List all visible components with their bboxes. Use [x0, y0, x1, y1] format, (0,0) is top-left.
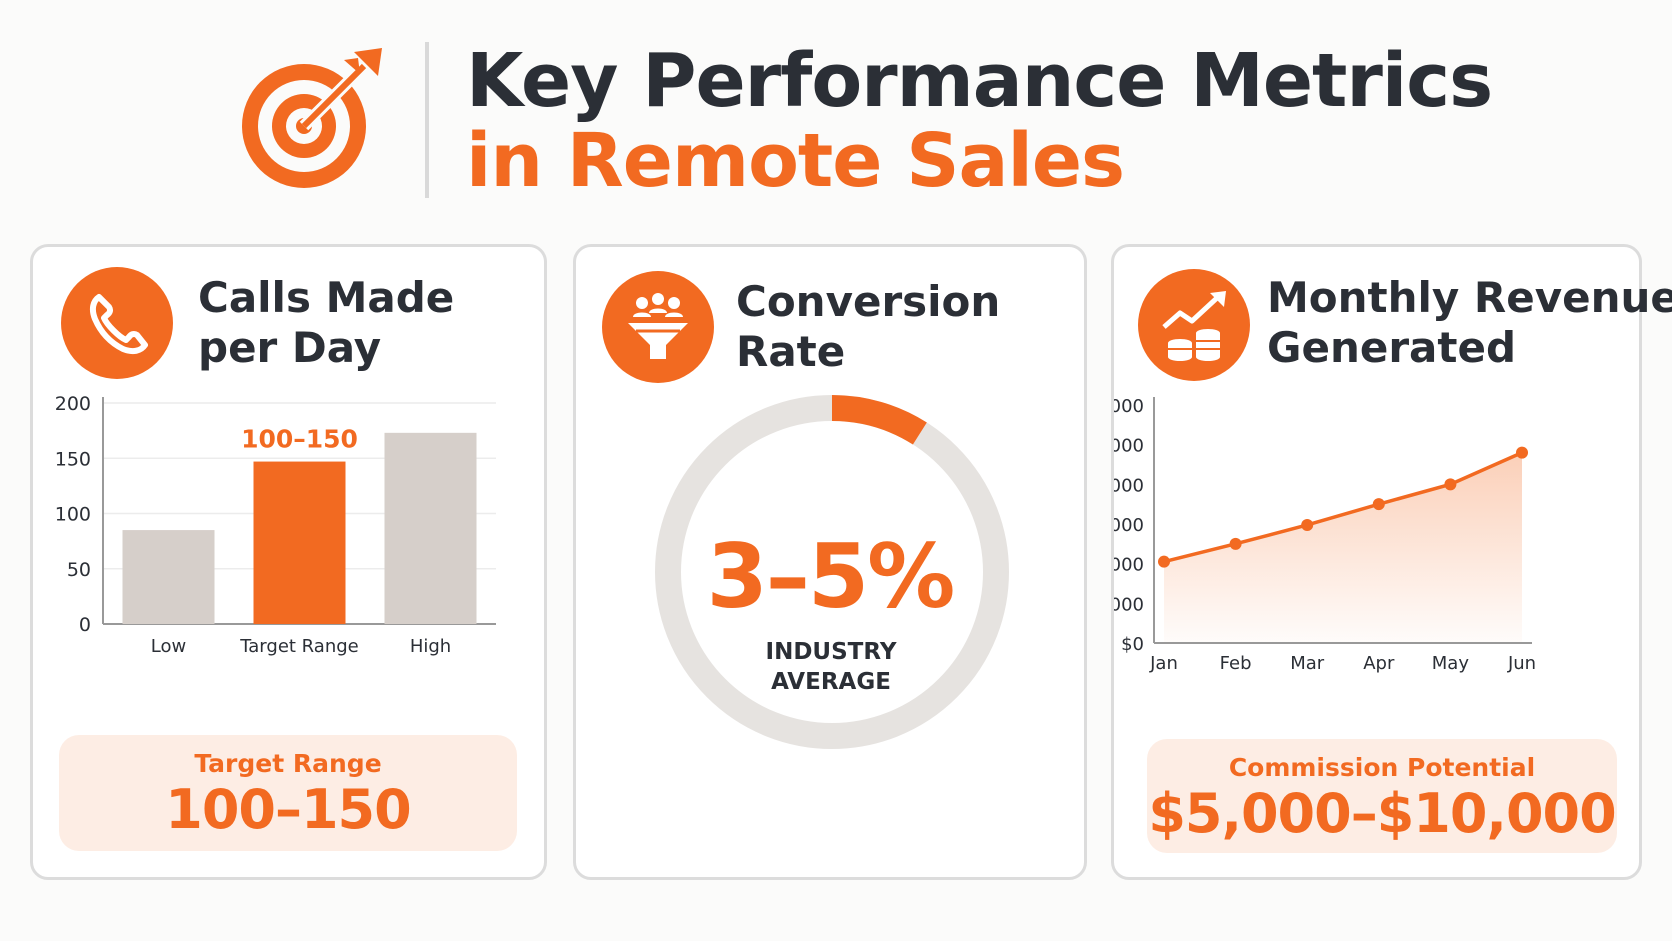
x-tick-label: Target Range	[239, 636, 358, 657]
revenue-footer-value: $5,000–$10,000	[1148, 782, 1616, 845]
bar-target-range	[253, 461, 346, 624]
revenue-footer: Commission Potential $5,000–$10,000	[1147, 739, 1617, 853]
revenue-title-line1: Monthly Revenue	[1267, 273, 1672, 322]
bar-high	[384, 432, 477, 624]
target-arrow-icon	[242, 48, 382, 188]
x-tick-label: Mar	[1290, 653, 1325, 674]
point-jan	[1158, 555, 1170, 568]
point-mar	[1301, 518, 1314, 531]
y-tick-label: $4,000	[1114, 555, 1144, 576]
y-tick-label: $6,000	[1114, 515, 1144, 536]
x-tick-label: Jun	[1507, 653, 1536, 674]
funnel-people-icon	[602, 271, 714, 383]
calls-card-title: Calls Made per Day	[198, 273, 454, 373]
revenue-card: Monthly Revenue Generated $0 $2,000 $4,000…	[1111, 244, 1672, 880]
phone-icon	[61, 267, 173, 379]
conversion-title-line2: Rate	[736, 327, 846, 376]
y-tick-label: 50	[67, 559, 91, 581]
point-jun	[1516, 446, 1528, 459]
calls-title-line2: per Day	[198, 323, 382, 372]
y-tick-label: $12,000	[1114, 396, 1144, 417]
y-tick-label: 100	[55, 504, 91, 526]
y-tick-label: $0	[1121, 634, 1144, 655]
bar-annotation: 100–150	[241, 425, 358, 454]
revenue-line	[1163, 451, 1523, 564]
x-tick-label: Low	[151, 636, 186, 657]
conversion-card-title: Conversion Rate	[736, 277, 1000, 377]
conversion-donut-chart	[655, 395, 1009, 749]
conversion-label: INDUSTRY AVERAGE	[756, 637, 906, 697]
x-tick-label: High	[410, 636, 451, 657]
x-tick-label: Feb	[1220, 653, 1252, 674]
donut-segment-highlight	[831, 395, 927, 445]
header-divider	[425, 42, 429, 198]
calls-footer-label: Target Range	[194, 749, 382, 778]
coins-growth-icon	[1138, 269, 1250, 381]
y-tick-label: 150	[55, 448, 91, 470]
calls-bar-chart: 0 50 100 150 200 Low Target Range 100–150 High	[55, 393, 496, 657]
calls-footer-value: 100–150	[165, 778, 411, 841]
calls-card: Calls Made per Day 0 50 100 150 200 Low Target…	[30, 244, 547, 880]
point-feb	[1229, 537, 1242, 550]
conversion-label-line1: INDUSTRY	[765, 639, 897, 665]
x-tick-label: Apr	[1363, 653, 1395, 674]
y-tick-label: 200	[55, 393, 91, 415]
conversion-title-line1: Conversion	[736, 277, 1001, 326]
page-title-line1: Key Performance Metrics	[466, 38, 1493, 124]
y-tick-label: $8,000	[1114, 475, 1144, 496]
revenue-area-chart: $0 $2,000 $4,000 $6,000 $8,000 $10,000 $12,000…	[1114, 396, 1536, 674]
header: Key Performance Metrics in Remote Sales	[0, 0, 1672, 230]
point-may	[1444, 478, 1457, 491]
y-tick-label: $10,000	[1114, 436, 1144, 457]
y-tick-label: $2,000	[1114, 594, 1144, 615]
revenue-title-line2: Generated	[1267, 323, 1517, 372]
area-fill	[1164, 452, 1522, 643]
revenue-card-title: Monthly Revenue Generated	[1267, 273, 1672, 373]
point-apr	[1372, 498, 1385, 511]
calls-title-line1: Calls Made	[198, 273, 455, 322]
y-tick-label: 0	[79, 614, 91, 636]
bar-low	[122, 530, 215, 624]
conversion-value: 3–5%	[706, 525, 956, 628]
x-tick-label: Jan	[1149, 653, 1178, 674]
conversion-card: Conversion Rate 3–5% INDUSTRY AVERAGE	[573, 244, 1087, 880]
page-title-line2: in Remote Sales	[466, 118, 1125, 204]
revenue-footer-label: Commission Potential	[1228, 753, 1536, 782]
x-tick-label: May	[1432, 653, 1470, 674]
conversion-label-line2: AVERAGE	[771, 669, 891, 695]
calls-footer: Target Range 100–150	[59, 735, 517, 851]
